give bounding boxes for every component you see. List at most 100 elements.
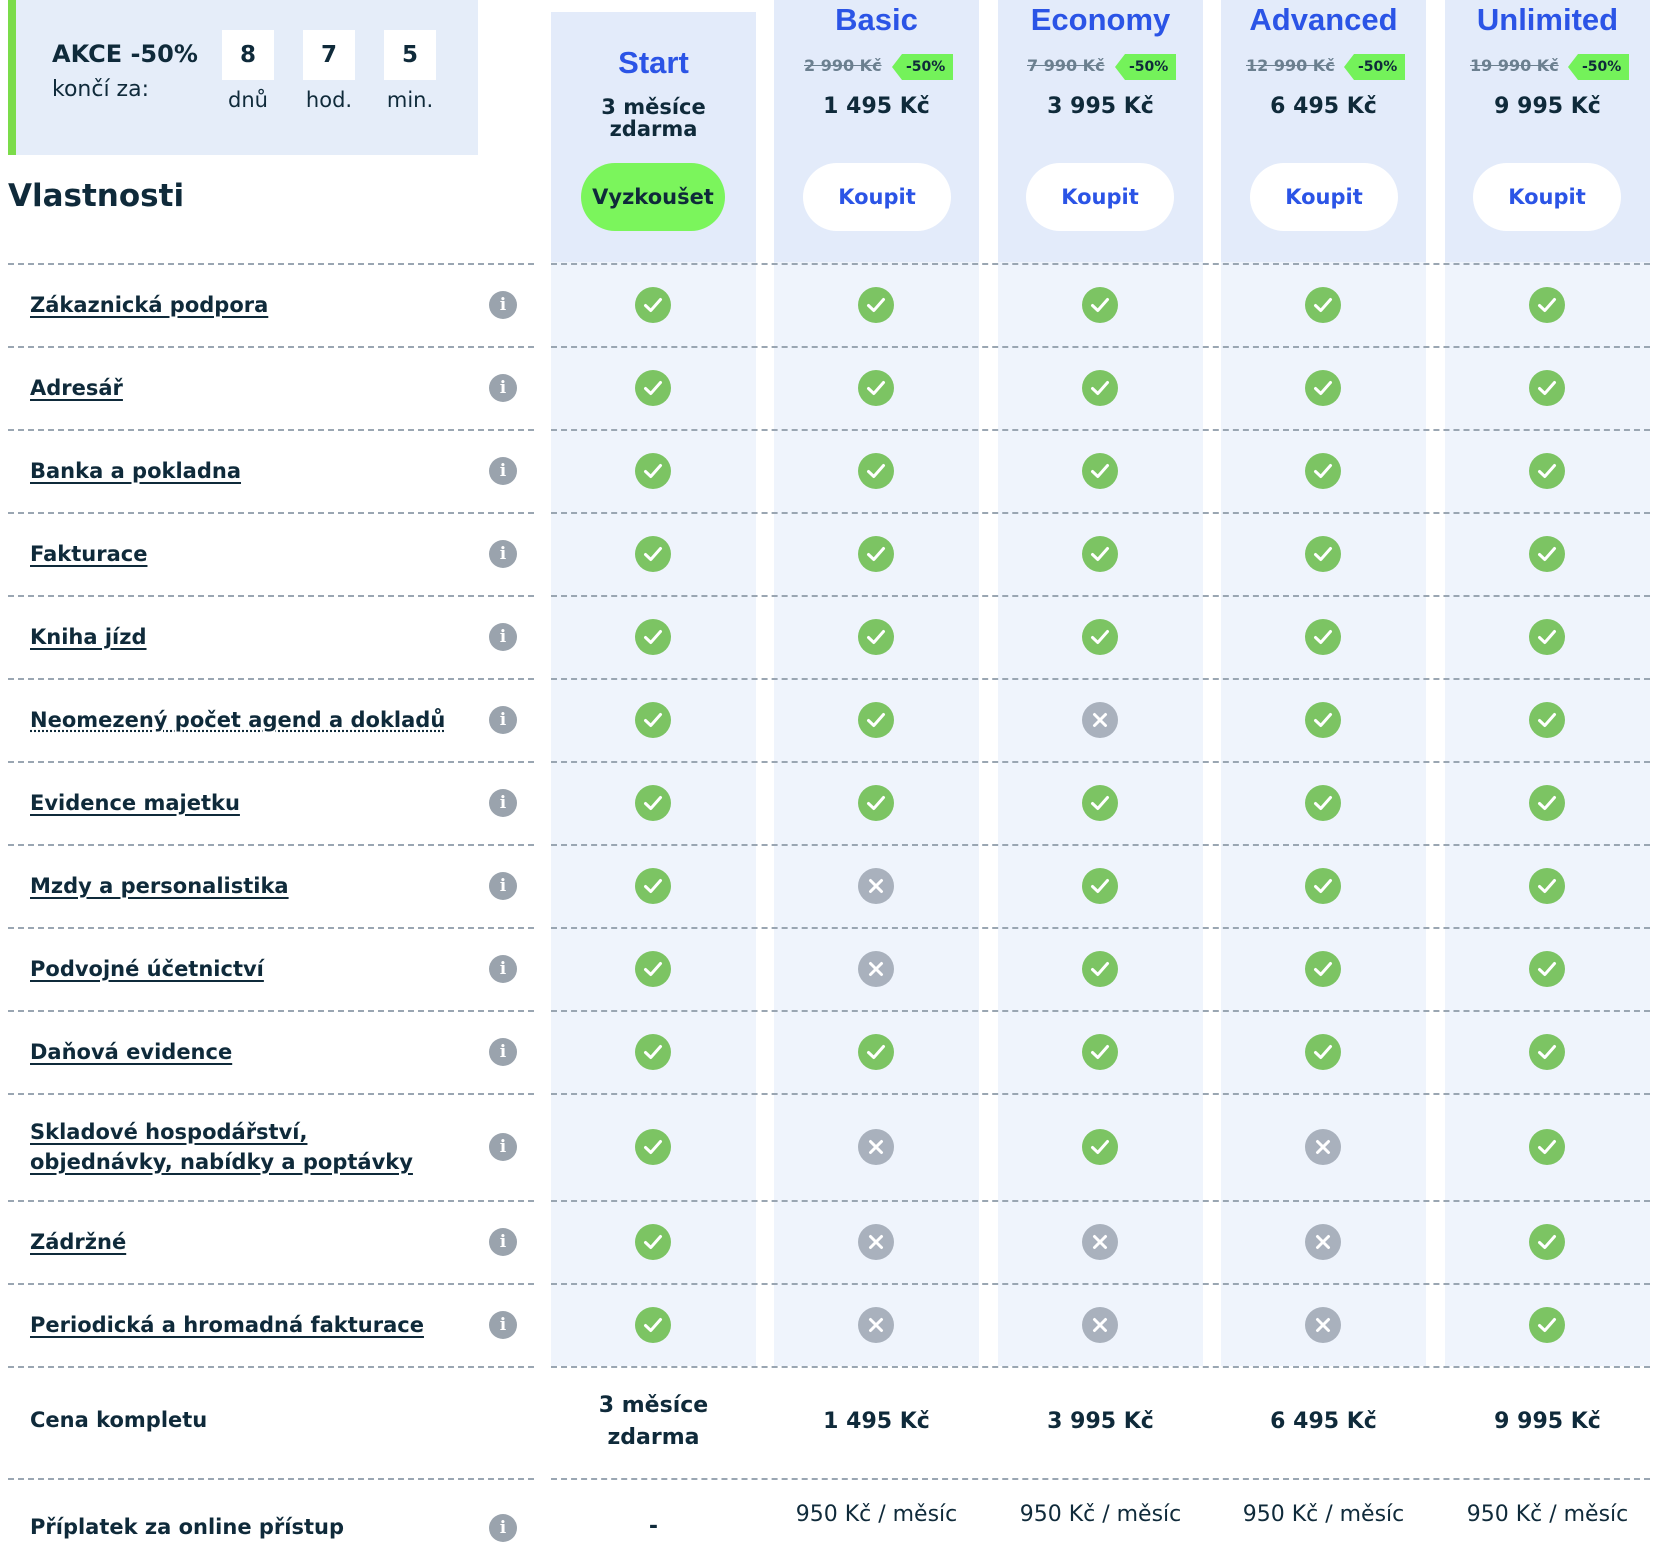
info-icon[interactable]: i — [489, 789, 517, 817]
info-icon[interactable]: i — [489, 1311, 517, 1339]
total-price-unlimited: 9 995 Kč — [1445, 1406, 1650, 1438]
row-divider — [8, 346, 534, 348]
buy-advanced-button[interactable]: Koupit — [1250, 163, 1398, 231]
info-icon[interactable]: i — [489, 1133, 517, 1161]
check-icon — [1305, 370, 1341, 406]
info-icon[interactable]: i — [489, 623, 517, 651]
countdown-minutes-value: 5 — [384, 30, 436, 80]
check-icon — [1082, 868, 1118, 904]
check-icon — [1529, 1129, 1565, 1165]
online-access-economy: 950 Kč / měsíc — [998, 1502, 1203, 1527]
plan-economy-price: 3 995 Kč — [998, 94, 1203, 119]
row-divider — [551, 512, 1650, 514]
check-icon — [635, 453, 671, 489]
row-divider — [8, 678, 534, 680]
plan-name-basic: Basic — [774, 2, 979, 38]
plan-economy-old-price: 7 990 Kč — [1027, 56, 1105, 75]
info-icon[interactable]: i — [489, 457, 517, 485]
plan-start-free-line2: zdarma — [551, 118, 756, 140]
feature-label[interactable]: Fakturace — [30, 539, 450, 569]
info-icon[interactable]: i — [489, 706, 517, 734]
plan-advanced-discount-badge: -50% — [1344, 54, 1405, 80]
row-divider — [551, 429, 1650, 431]
feature-label[interactable]: Skladové hospodářství, objednávky, nabíd… — [30, 1117, 450, 1177]
info-icon[interactable]: i — [489, 955, 517, 983]
info-icon[interactable]: i — [489, 1514, 517, 1542]
buy-basic-button[interactable]: Koupit — [803, 163, 951, 231]
countdown-minutes-unit: min. — [370, 88, 450, 112]
check-icon — [1305, 619, 1341, 655]
check-icon — [1529, 536, 1565, 572]
feature-label[interactable]: Periodická a hromadná fakturace — [30, 1310, 450, 1340]
countdown-hours-value: 7 — [303, 30, 355, 80]
feature-label[interactable]: Neomezený počet agend a dokladů — [30, 705, 450, 735]
info-icon[interactable]: i — [489, 1228, 517, 1256]
check-icon — [1529, 1224, 1565, 1260]
info-icon[interactable]: i — [489, 872, 517, 900]
plan-unlimited-old-price: 19 990 Kč — [1470, 56, 1559, 75]
online-access-advanced: 950 Kč / měsíc — [1221, 1502, 1426, 1527]
feature-label[interactable]: Daňová evidence — [30, 1037, 450, 1067]
check-icon — [635, 1129, 671, 1165]
row-divider — [551, 1093, 1650, 1095]
info-icon[interactable]: i — [489, 1038, 517, 1066]
row-divider — [551, 761, 1650, 763]
check-icon — [1305, 951, 1341, 987]
check-icon — [1529, 1034, 1565, 1070]
buy-unlimited-button[interactable]: Koupit — [1473, 163, 1621, 231]
feature-label[interactable]: Zádržné — [30, 1227, 450, 1257]
feature-label[interactable]: Evidence majetku — [30, 788, 450, 818]
row-divider — [8, 1283, 534, 1285]
row-divider — [8, 1093, 534, 1095]
cross-icon — [1305, 1224, 1341, 1260]
feature-label[interactable]: Mzdy a personalistika — [30, 871, 450, 901]
feature-label[interactable]: Podvojné účetnictví — [30, 954, 450, 984]
cross-icon — [858, 1129, 894, 1165]
info-icon[interactable]: i — [489, 291, 517, 319]
row-divider — [551, 1478, 1650, 1480]
check-icon — [858, 702, 894, 738]
row-divider — [8, 595, 534, 597]
check-icon — [1082, 287, 1118, 323]
info-icon[interactable]: i — [489, 374, 517, 402]
check-icon — [858, 785, 894, 821]
cross-icon — [1082, 1224, 1118, 1260]
check-icon — [635, 287, 671, 323]
row-divider — [8, 844, 534, 846]
try-start-button[interactable]: Vyzkoušet — [581, 163, 725, 231]
feature-label[interactable]: Adresář — [30, 373, 450, 403]
check-icon — [1305, 785, 1341, 821]
total-price-start: 3 měsíce zdarma — [551, 1390, 756, 1454]
feature-label[interactable]: Zákaznická podpora — [30, 290, 450, 320]
check-icon — [1305, 1034, 1341, 1070]
check-icon — [635, 1307, 671, 1343]
buy-economy-button[interactable]: Koupit — [1026, 163, 1174, 231]
plan-start-free-line1: 3 měsíce — [551, 96, 756, 118]
check-icon — [635, 785, 671, 821]
countdown-days-unit: dnů — [208, 88, 288, 112]
check-icon — [858, 287, 894, 323]
feature-label[interactable]: Banka a pokladna — [30, 456, 450, 486]
row-divider — [8, 1366, 534, 1368]
online-access-start: - — [551, 1514, 756, 1539]
check-icon — [1305, 453, 1341, 489]
check-icon — [635, 951, 671, 987]
cross-icon — [1082, 1307, 1118, 1343]
feature-label[interactable]: Kniha jízd — [30, 622, 450, 652]
cross-icon — [858, 951, 894, 987]
plan-economy-discount-badge: -50% — [1115, 54, 1176, 80]
cross-icon — [1305, 1129, 1341, 1165]
promo-title: AKCE -50% — [52, 40, 198, 68]
check-icon — [1529, 785, 1565, 821]
check-icon — [1529, 370, 1565, 406]
plan-name-unlimited: Unlimited — [1445, 2, 1650, 38]
check-icon — [1082, 951, 1118, 987]
plan-advanced-price: 6 495 Kč — [1221, 94, 1426, 119]
check-icon — [1529, 1307, 1565, 1343]
promo-banner: AKCE -50% končí za: 8 dnů 7 hod. 5 min. — [8, 0, 478, 155]
row-divider — [8, 761, 534, 763]
total-price-advanced: 6 495 Kč — [1221, 1406, 1426, 1438]
info-icon[interactable]: i — [489, 540, 517, 568]
row-divider — [551, 844, 1650, 846]
features-heading: Vlastnosti — [8, 178, 184, 214]
